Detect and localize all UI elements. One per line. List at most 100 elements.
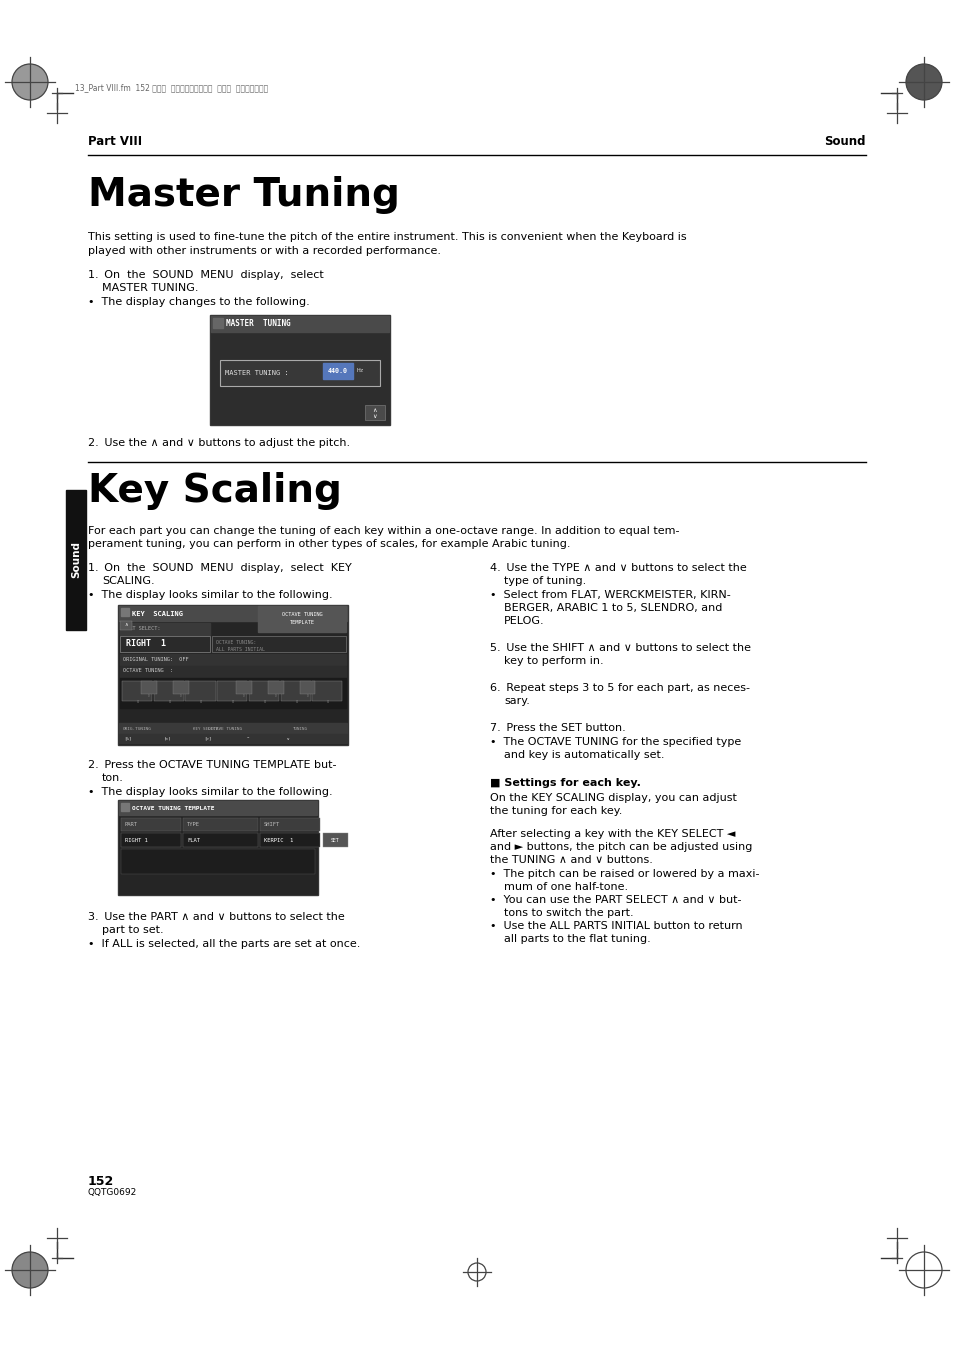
Bar <box>122 681 152 701</box>
Text: key to perform in.: key to perform in. <box>503 657 603 666</box>
Text: SHIFT: SHIFT <box>264 821 280 827</box>
Text: RIGHT 1: RIGHT 1 <box>125 838 148 843</box>
Text: 2. Press the OCTAVE TUNING TEMPLATE but-: 2. Press the OCTAVE TUNING TEMPLATE but- <box>88 761 336 770</box>
Text: FLAT: FLAT <box>187 838 200 843</box>
Text: ton.: ton. <box>102 773 124 784</box>
Text: OCTAVE TUNING: OCTAVE TUNING <box>281 612 322 616</box>
Text: Sound: Sound <box>71 542 81 578</box>
Text: 0: 0 <box>136 700 139 704</box>
Text: PART: PART <box>125 821 138 827</box>
Text: ORIGINAL TUNING:  OFF: ORIGINAL TUNING: OFF <box>123 657 189 662</box>
Text: 0: 0 <box>295 700 297 704</box>
Bar <box>121 608 129 616</box>
Bar <box>183 817 257 831</box>
Bar <box>217 681 247 701</box>
Text: 440.0: 440.0 <box>328 367 348 374</box>
Text: KEY SELECT: KEY SELECT <box>193 727 218 731</box>
Text: PELOG.: PELOG. <box>503 616 544 626</box>
Text: 0: 0 <box>243 694 245 698</box>
Text: 0: 0 <box>274 694 276 698</box>
Bar <box>268 681 283 694</box>
Bar <box>119 734 347 743</box>
Text: [%]: [%] <box>124 736 132 740</box>
Text: •  The display changes to the following.: • The display changes to the following. <box>88 297 310 307</box>
Bar <box>66 490 86 630</box>
Bar <box>280 681 311 701</box>
Text: 0: 0 <box>148 694 150 698</box>
Text: For each part you can change the tuning of each key within a one-octave range. I: For each part you can change the tuning … <box>88 526 679 536</box>
Text: On the KEY SCALING display, you can adjust: On the KEY SCALING display, you can adju… <box>490 793 736 802</box>
Bar <box>119 801 316 815</box>
Text: the TUNING ∧ and ∨ buttons.: the TUNING ∧ and ∨ buttons. <box>490 855 652 865</box>
Text: MASTER TUNING.: MASTER TUNING. <box>102 282 198 293</box>
Text: the tuning for each key.: the tuning for each key. <box>490 807 621 816</box>
Text: tons to switch the part.: tons to switch the part. <box>503 908 633 917</box>
Bar <box>119 607 347 621</box>
Text: OCTAVE TUNING  :: OCTAVE TUNING : <box>123 669 172 674</box>
Bar <box>120 636 210 653</box>
Text: 3. Use the PART ∧ and ∨ buttons to select the: 3. Use the PART ∧ and ∨ buttons to selec… <box>88 912 344 921</box>
Text: •  Select from FLAT, WERCKMEISTER, KIRN-: • Select from FLAT, WERCKMEISTER, KIRN- <box>490 590 730 600</box>
Bar <box>118 800 317 894</box>
Text: 6. Repeat steps 3 to 5 for each part, as neces-: 6. Repeat steps 3 to 5 for each part, as… <box>490 684 749 693</box>
Bar <box>172 681 189 694</box>
Text: perament tuning, you can perform in other types of scales, for example Arabic tu: perament tuning, you can perform in othe… <box>88 539 570 549</box>
Text: 152: 152 <box>88 1175 114 1188</box>
Bar <box>213 317 223 328</box>
Bar <box>120 678 346 708</box>
Text: QQTG0692: QQTG0692 <box>88 1188 137 1197</box>
Text: ∨: ∨ <box>373 413 377 419</box>
Text: sary.: sary. <box>503 696 529 707</box>
Text: 0: 0 <box>169 700 171 704</box>
Bar <box>212 636 346 653</box>
Text: Sound: Sound <box>823 135 865 149</box>
Bar <box>260 817 319 831</box>
Text: Master Tuning: Master Tuning <box>88 176 399 213</box>
Text: This setting is used to fine-tune the pitch of the entire instrument. This is co: This setting is used to fine-tune the pi… <box>88 232 686 242</box>
Bar <box>121 802 129 811</box>
Text: KEY  SCALING: KEY SCALING <box>132 611 183 617</box>
Text: TYPE: TYPE <box>187 821 200 827</box>
Bar <box>120 666 346 677</box>
Text: Hz: Hz <box>356 369 364 373</box>
Bar <box>323 834 348 847</box>
Text: •  The display looks similar to the following.: • The display looks similar to the follo… <box>88 788 333 797</box>
Text: PART SELECT:: PART SELECT: <box>123 627 160 631</box>
Text: and ► buttons, the pitch can be adjusted using: and ► buttons, the pitch can be adjusted… <box>490 842 752 852</box>
Text: •  The OCTAVE TUNING for the specified type: • The OCTAVE TUNING for the specified ty… <box>490 738 740 747</box>
Text: OCTAVE TUNING:: OCTAVE TUNING: <box>215 640 256 644</box>
Text: TEMPLATE: TEMPLATE <box>289 620 314 624</box>
Text: 7. Press the SET button.: 7. Press the SET button. <box>490 723 625 734</box>
Bar <box>121 817 181 831</box>
Text: MASTER  TUNING: MASTER TUNING <box>226 319 291 328</box>
Bar <box>220 359 379 386</box>
Text: RIGHT  1: RIGHT 1 <box>126 639 166 648</box>
Circle shape <box>12 63 48 100</box>
Bar <box>185 681 215 701</box>
Text: 0: 0 <box>307 694 308 698</box>
Text: MASTER TUNING :: MASTER TUNING : <box>225 370 289 376</box>
Text: type of tuning.: type of tuning. <box>503 576 586 586</box>
Text: •  The display looks similar to the following.: • The display looks similar to the follo… <box>88 590 333 600</box>
Text: all parts to the flat tuning.: all parts to the flat tuning. <box>503 934 650 944</box>
Text: ∧: ∧ <box>373 408 377 412</box>
Text: 0: 0 <box>327 700 329 704</box>
Text: 0: 0 <box>200 700 202 704</box>
Text: SET: SET <box>331 838 339 843</box>
Text: ALL PARTS INITIAL: ALL PARTS INITIAL <box>215 647 265 653</box>
Text: ORIG.TUNING: ORIG.TUNING <box>123 727 152 731</box>
Text: 4. Use the TYPE ∧ and ∨ buttons to select the: 4. Use the TYPE ∧ and ∨ buttons to selec… <box>490 563 746 573</box>
Bar <box>211 316 389 424</box>
Text: OCTAVE TUNING: OCTAVE TUNING <box>208 727 242 731</box>
Bar <box>236 681 252 694</box>
Circle shape <box>12 1252 48 1288</box>
Text: 0: 0 <box>263 700 266 704</box>
Bar <box>119 723 347 734</box>
Text: ■ Settings for each key.: ■ Settings for each key. <box>490 778 640 788</box>
Circle shape <box>905 63 941 100</box>
Bar <box>120 621 132 630</box>
Text: ^: ^ <box>247 736 249 740</box>
Text: mum of one half-tone.: mum of one half-tone. <box>503 882 627 892</box>
Text: •  The pitch can be raised or lowered by a maxi-: • The pitch can be raised or lowered by … <box>490 869 759 880</box>
Bar <box>365 405 385 420</box>
